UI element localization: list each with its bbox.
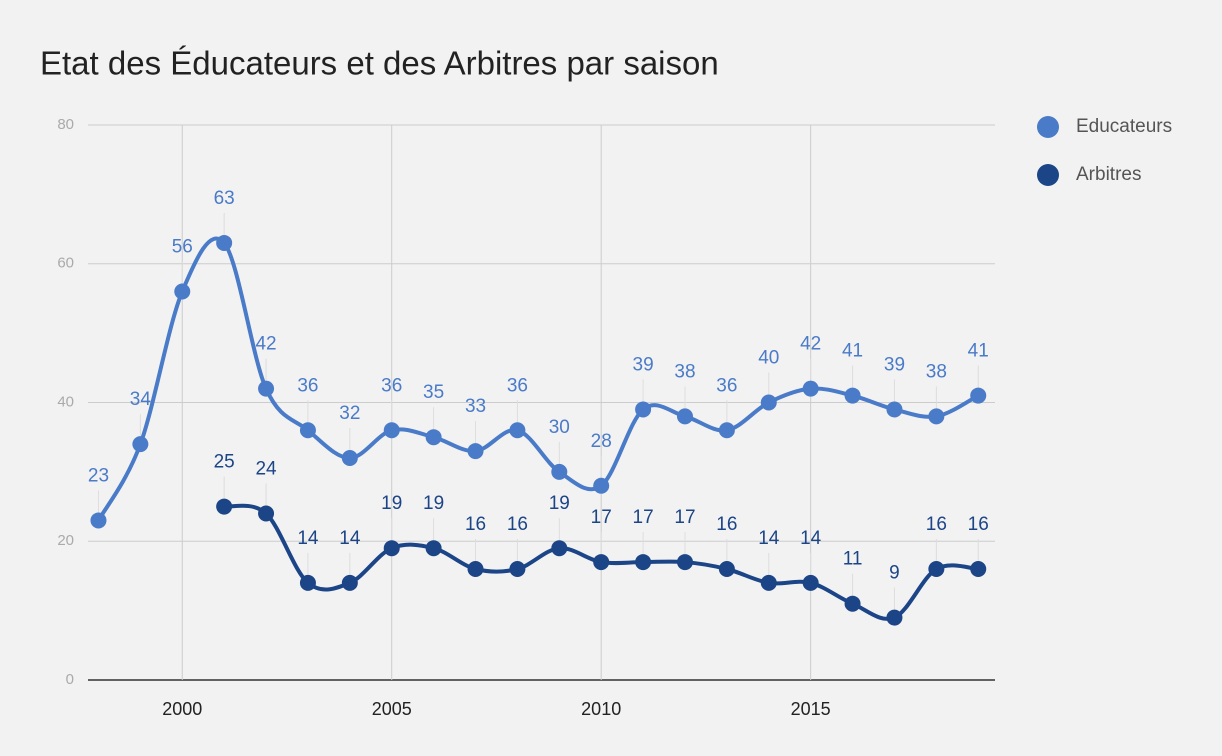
data-label: 14 (339, 528, 361, 549)
data-point (760, 574, 777, 591)
data-point (928, 561, 945, 577)
data-label: 16 (716, 514, 737, 535)
data-point (970, 561, 987, 577)
legend-label: Educateurs (1076, 116, 1172, 137)
data-label: 40 (758, 348, 779, 369)
data-point (551, 540, 568, 557)
data-label: 42 (255, 334, 276, 355)
data-label: 24 (255, 459, 277, 480)
data-label: 36 (716, 375, 737, 396)
data-label: 36 (507, 375, 528, 396)
data-point (90, 512, 107, 529)
legend-marker (1037, 116, 1059, 138)
data-label: 17 (591, 507, 612, 528)
data-label: 36 (381, 375, 402, 396)
data-label: 36 (297, 375, 318, 396)
data-point (718, 422, 735, 439)
data-label: 14 (297, 528, 319, 549)
data-point (593, 477, 610, 494)
data-label: 38 (674, 361, 695, 382)
data-label: 17 (633, 507, 654, 528)
legend-label: Arbitres (1076, 164, 1141, 185)
x-tick-label: 2010 (581, 699, 621, 719)
data-point (383, 540, 400, 557)
data-label: 35 (423, 382, 444, 403)
data-point (299, 422, 316, 439)
data-point (593, 554, 610, 571)
data-label: 42 (800, 334, 821, 355)
data-point (551, 463, 568, 480)
data-label: 63 (214, 188, 235, 209)
data-label: 30 (549, 417, 570, 438)
data-label: 41 (842, 341, 863, 362)
data-point (844, 595, 861, 612)
data-label: 23 (88, 465, 109, 486)
x-tick-label: 2005 (372, 699, 412, 719)
data-point (467, 443, 484, 460)
legend-marker (1037, 164, 1059, 186)
data-label: 19 (549, 493, 570, 514)
data-point (802, 380, 819, 397)
data-point (928, 408, 945, 425)
data-point (132, 436, 149, 453)
data-point (635, 401, 652, 418)
data-point (467, 561, 484, 577)
data-label: 11 (843, 549, 863, 570)
data-point (802, 574, 819, 591)
x-tick-label: 2000 (162, 699, 202, 719)
data-point (676, 408, 693, 425)
data-label: 33 (465, 396, 486, 417)
data-label: 32 (339, 403, 360, 424)
data-label: 41 (968, 341, 989, 362)
data-point (258, 380, 275, 397)
data-label: 16 (465, 514, 486, 535)
data-label: 19 (423, 493, 444, 514)
data-point (216, 234, 233, 251)
data-point (383, 422, 400, 439)
data-point (886, 609, 903, 626)
data-point (425, 429, 442, 446)
data-point (341, 450, 358, 466)
data-label: 16 (968, 514, 989, 535)
data-label: 39 (633, 354, 654, 375)
data-label: 14 (758, 528, 780, 549)
y-tick-label: 60 (57, 255, 74, 272)
x-tick-label: 2015 (791, 699, 831, 719)
data-point (676, 554, 693, 571)
data-point (509, 422, 526, 439)
data-label: 19 (381, 493, 402, 514)
data-point (718, 561, 735, 577)
data-label: 14 (800, 528, 822, 549)
data-label: 56 (172, 237, 193, 258)
data-point (216, 498, 233, 515)
data-label: 39 (884, 354, 905, 375)
data-point (258, 505, 275, 522)
data-point (299, 574, 316, 591)
data-point (970, 387, 987, 404)
y-tick-label: 0 (66, 671, 74, 688)
data-point (509, 561, 526, 577)
y-tick-label: 20 (57, 532, 74, 549)
data-label: 34 (130, 389, 152, 410)
data-label: 16 (507, 514, 528, 535)
y-tick-label: 80 (57, 116, 74, 133)
data-label: 38 (926, 361, 947, 382)
data-point (174, 283, 191, 300)
data-label: 28 (591, 431, 612, 452)
data-point (760, 394, 777, 411)
data-point (886, 401, 903, 418)
data-point (341, 574, 358, 591)
data-label: 25 (214, 452, 235, 473)
chart-title: Etat des Éducateurs et des Arbitres par … (40, 45, 719, 82)
data-point (635, 554, 652, 571)
data-point (425, 540, 442, 557)
y-tick-label: 40 (57, 393, 74, 410)
data-label: 9 (889, 563, 900, 584)
data-label: 17 (674, 507, 695, 528)
data-point (844, 387, 861, 404)
data-label: 16 (926, 514, 947, 535)
